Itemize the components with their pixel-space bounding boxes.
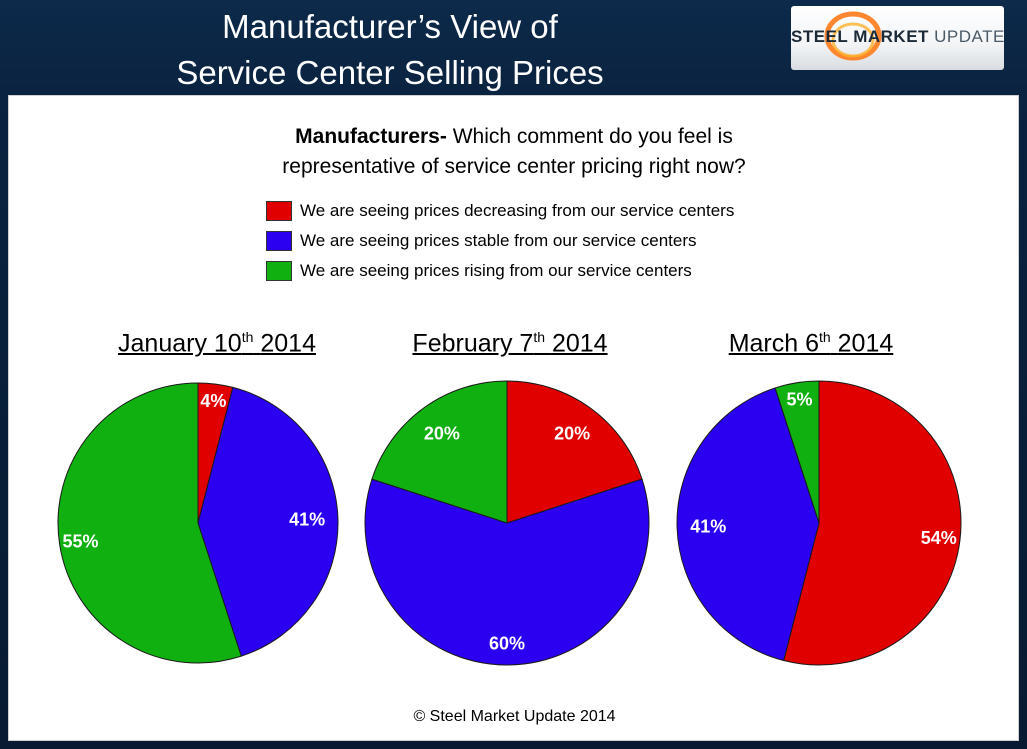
- legend-label-stable: We are seeing prices stable from our ser…: [300, 231, 697, 250]
- pie-chart-january: 4% 41% 55%: [57, 382, 339, 664]
- pie-slice-february-stable: [364, 478, 650, 666]
- logo-text-strong: STEEL MARKET: [791, 27, 929, 46]
- chart-title-january-year: 2014: [260, 329, 316, 358]
- legend-item-stable: We are seeing prices stable from our ser…: [266, 226, 734, 256]
- page-title-line1: Manufacturer’s View of: [222, 8, 558, 45]
- pie-charts: 4% 41% 55% 20% 60% 20% 54% 41% 5%: [57, 380, 962, 666]
- pie-label-march-stable: 41%: [690, 516, 726, 536]
- chart-title-march-sup: th: [819, 329, 831, 345]
- chart-title-march-main: March 6: [728, 329, 820, 358]
- copyright: © Steel Market Update 2014: [413, 708, 616, 725]
- pie-label-january-stable: 41%: [289, 510, 325, 530]
- legend-label-rising: We are seeing prices rising from our ser…: [300, 261, 692, 280]
- chart-title-february: February 7th 2014: [360, 329, 660, 358]
- legend-item-rising: We are seeing prices rising from our ser…: [266, 256, 734, 286]
- pie-label-march-decreasing: 54%: [921, 528, 957, 548]
- pie-label-february-stable: 60%: [489, 634, 525, 654]
- steel-market-update-logo: STEEL MARKET UPDATE: [791, 6, 1004, 70]
- pie-label-march-rising: 5%: [786, 390, 812, 410]
- chart-title-march-year: 2014: [837, 329, 894, 358]
- legend-label-decreasing: We are seeing prices decreasing from our…: [300, 201, 735, 220]
- legend: We are seeing prices decreasing from our…: [266, 196, 734, 286]
- survey-question: Manufacturers- Which comment do you feel…: [189, 122, 839, 182]
- pie-slice-march-stable: [676, 387, 820, 662]
- chart-title-january-main: January 10: [118, 329, 242, 358]
- logo-text: STEEL MARKET UPDATE: [791, 27, 1004, 47]
- pie-label-january-decreasing: 4%: [200, 391, 226, 411]
- chart-title-january-sup: th: [241, 329, 254, 345]
- chart-title-february-year: 2014: [551, 329, 608, 358]
- pie-label-january-rising: 55%: [62, 532, 98, 552]
- pie-slice-february-decreasing: [506, 380, 643, 524]
- pie-slice-march-rising: [774, 380, 820, 524]
- pie-slice-february-rising: [371, 380, 508, 524]
- content-panel: Manufacturers- Which comment do you feel…: [8, 95, 1019, 741]
- chart-title-january: January 10th 2014: [67, 329, 367, 358]
- pie-slice-january-stable: [197, 386, 339, 657]
- pie-slice-march-decreasing: [783, 380, 962, 666]
- logo-swoosh-icon: [824, 11, 882, 61]
- logo-text-light: UPDATE: [934, 27, 1004, 46]
- pie-label-february-decreasing: 20%: [554, 423, 590, 443]
- pie-label-february-rising: 20%: [424, 423, 460, 443]
- chart-title-march: March 6th 2014: [661, 329, 961, 358]
- question-line2: representative of service center pricing…: [282, 155, 746, 178]
- question-bold: Manufacturers-: [295, 125, 447, 148]
- legend-swatch-decreasing: [266, 201, 292, 221]
- pie-chart-march: 54% 41% 5%: [676, 380, 962, 666]
- page-title-line2: Service Center Selling Prices: [176, 54, 604, 91]
- chart-title-february-sup: th: [533, 329, 545, 345]
- legend-swatch-rising: [266, 261, 292, 281]
- page-title: Manufacturer’s View of Service Center Se…: [100, 4, 680, 96]
- pie-slice-january-rising: [57, 382, 242, 664]
- legend-swatch-stable: [266, 231, 292, 251]
- question-line1: Which comment do you feel is: [452, 125, 733, 148]
- legend-item-decreasing: We are seeing prices decreasing from our…: [266, 196, 734, 226]
- pie-chart-february: 20% 60% 20%: [364, 380, 650, 666]
- chart-title-february-main: February 7: [412, 329, 534, 358]
